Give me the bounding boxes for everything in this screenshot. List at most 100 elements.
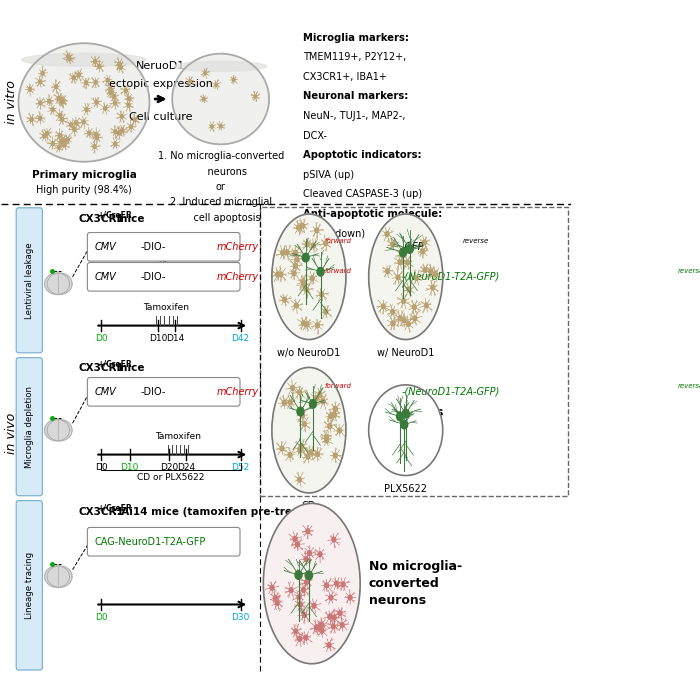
Circle shape [302, 612, 307, 617]
Circle shape [51, 141, 55, 146]
Circle shape [215, 83, 218, 86]
Circle shape [275, 601, 279, 606]
Circle shape [66, 55, 70, 59]
Circle shape [301, 223, 304, 228]
Circle shape [41, 71, 44, 75]
Text: 1. No microglia-converted: 1. No microglia-converted [158, 151, 284, 161]
Text: DCX-: DCX- [303, 130, 327, 141]
Circle shape [318, 626, 321, 630]
Circle shape [66, 138, 69, 141]
FancyBboxPatch shape [88, 232, 240, 261]
Text: 2. Induced microglial: 2. Induced microglial [169, 197, 272, 207]
Circle shape [324, 309, 328, 314]
Circle shape [310, 276, 314, 281]
Circle shape [325, 438, 328, 442]
Polygon shape [45, 419, 69, 441]
Circle shape [405, 260, 409, 265]
Circle shape [302, 282, 306, 287]
Circle shape [297, 407, 304, 416]
Text: CX3CR1+, IBA1+: CX3CR1+, IBA1+ [303, 72, 387, 82]
Circle shape [55, 85, 57, 89]
Text: D24: D24 [177, 463, 195, 472]
Circle shape [104, 106, 107, 110]
Circle shape [294, 629, 298, 634]
Circle shape [204, 71, 206, 75]
Circle shape [61, 99, 64, 102]
Text: mCherry: mCherry [217, 387, 259, 397]
Circle shape [315, 228, 318, 233]
Circle shape [298, 390, 302, 395]
Text: -DIO-: -DIO- [140, 272, 166, 282]
Circle shape [302, 321, 306, 326]
Text: Anti-apoptotic molecule:: Anti-apoptotic molecule: [303, 209, 442, 219]
Polygon shape [47, 566, 72, 587]
Circle shape [254, 95, 257, 98]
Circle shape [328, 615, 332, 619]
Circle shape [309, 400, 316, 408]
Circle shape [130, 125, 132, 129]
Circle shape [118, 131, 120, 135]
Circle shape [391, 242, 395, 246]
Circle shape [77, 73, 80, 77]
Text: ectopic expression: ectopic expression [109, 78, 213, 88]
Circle shape [423, 240, 426, 245]
Circle shape [134, 118, 136, 122]
Circle shape [288, 452, 292, 457]
Circle shape [321, 399, 326, 404]
Ellipse shape [175, 62, 267, 71]
Text: NeruoD1: NeruoD1 [136, 61, 186, 71]
Circle shape [60, 140, 63, 143]
Circle shape [412, 304, 416, 309]
Circle shape [93, 145, 96, 148]
Text: PLX5622: PLX5622 [384, 484, 427, 494]
Text: Microglia depletion: Microglia depletion [25, 386, 34, 468]
Circle shape [414, 276, 419, 281]
Circle shape [94, 60, 97, 64]
Circle shape [332, 412, 337, 417]
Text: D10: D10 [120, 463, 139, 472]
Circle shape [298, 602, 302, 607]
Circle shape [391, 321, 395, 326]
Ellipse shape [18, 43, 150, 162]
Circle shape [270, 585, 274, 590]
Circle shape [283, 298, 286, 302]
Circle shape [337, 428, 342, 433]
Circle shape [188, 80, 191, 83]
Text: w/ NeuroD1: w/ NeuroD1 [377, 348, 435, 358]
Circle shape [413, 316, 416, 321]
Circle shape [348, 595, 352, 600]
Circle shape [398, 260, 402, 265]
FancyBboxPatch shape [88, 377, 240, 406]
Text: High purity (98.4%): High purity (98.4%) [36, 185, 132, 195]
Circle shape [318, 392, 322, 397]
Circle shape [312, 603, 316, 608]
Text: +/CreER: +/CreER [97, 211, 132, 220]
Text: mCherry: mCherry [217, 241, 259, 252]
Circle shape [292, 271, 296, 276]
Text: -DIO-: -DIO- [140, 241, 166, 252]
Circle shape [316, 452, 319, 456]
Circle shape [274, 596, 277, 600]
Text: CX3CR1: CX3CR1 [78, 214, 124, 224]
Circle shape [298, 636, 302, 641]
Circle shape [304, 556, 308, 561]
Text: D42: D42 [232, 334, 250, 343]
Circle shape [232, 78, 235, 81]
Circle shape [402, 410, 409, 418]
Circle shape [281, 251, 285, 256]
Text: D0: D0 [94, 463, 107, 472]
Circle shape [302, 587, 305, 592]
Ellipse shape [369, 385, 442, 475]
Text: -(NeuroD1-T2A-GFP): -(NeuroD1-T2A-GFP) [401, 272, 499, 282]
Circle shape [38, 80, 42, 84]
Text: mice: mice [113, 214, 144, 224]
Circle shape [202, 97, 205, 101]
Text: forward: forward [324, 237, 351, 244]
Text: CMV: CMV [94, 272, 116, 282]
Circle shape [94, 132, 98, 137]
Circle shape [306, 454, 310, 459]
Text: pSIVA (up): pSIVA (up) [303, 169, 354, 180]
Circle shape [385, 232, 389, 237]
Text: D0: D0 [94, 334, 107, 343]
Circle shape [85, 80, 88, 85]
